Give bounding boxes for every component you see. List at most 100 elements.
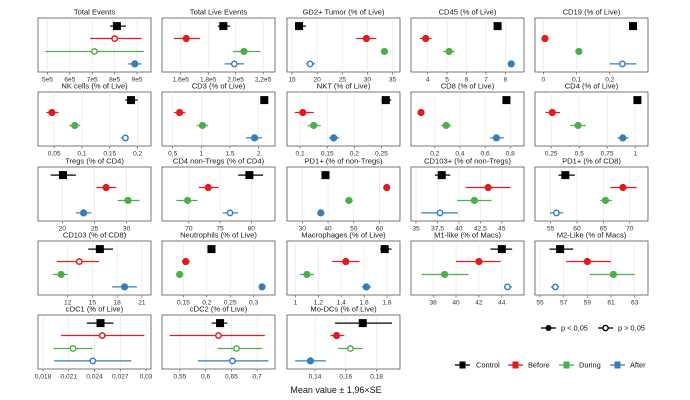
mean-marker (321, 171, 330, 180)
x-tick-label: 0,5 (168, 151, 177, 158)
mean-marker (358, 319, 367, 328)
x-tick-label: 25 (91, 226, 99, 233)
x-tick-label: 20 (313, 77, 321, 84)
mean-marker (75, 258, 83, 265)
x-tick-label: 1,6e5 (172, 77, 189, 84)
panel-title: cDC2 (% of Live) (190, 305, 248, 314)
x-tick-label: 0,3 (249, 300, 258, 307)
series-during (176, 270, 184, 279)
mean-marker (245, 171, 254, 180)
x-tick-label: 42,5 (474, 226, 487, 233)
x-tick-label: 1,6 (360, 300, 369, 307)
x-tick-label: 2 (257, 151, 261, 158)
panel-neutrophils-of-live: Neutrophils (% of Live) 0,15 0,2 0,25 0,3 (161, 231, 276, 307)
panel-cd103-of-non-tregs: CD103+ (% of non-Tregs) 35 37,5 40 42,5 45 (410, 157, 525, 233)
panel-frame (534, 91, 649, 147)
x-tick-label: 0,16 (339, 374, 352, 381)
mean-marker (492, 134, 500, 142)
mean-marker (380, 245, 389, 254)
series-after (609, 60, 637, 68)
mean-marker (583, 257, 591, 266)
series-during (217, 345, 263, 352)
series-before (96, 183, 117, 192)
x-tick-label: 6e5 (64, 77, 75, 84)
series-control (629, 22, 638, 31)
series-after (295, 357, 326, 365)
x-tick-label: 18 (113, 300, 121, 307)
mean-marker (346, 345, 354, 352)
panel-cd4-of-live: CD4 (% of Live) 0,25 0,5 0,75 1 (534, 82, 649, 158)
x-tick-label: 0,4 (455, 151, 464, 158)
legend-before-marker (512, 361, 519, 369)
x-tick-label: 1 (633, 151, 637, 158)
series-after (617, 134, 629, 142)
panel-title: NK cells (% of Live) (61, 82, 128, 91)
mean-marker (342, 257, 350, 266)
series-after (222, 209, 239, 217)
series-before (541, 34, 549, 43)
mean-marker (575, 47, 583, 56)
panel-title: M2-Like (% of Macs) (557, 231, 627, 240)
panel-cd4-non-tregs-of-cd4: CD4 non-Tregs (% of CD4) 70 75 80 (161, 157, 276, 233)
series-before (417, 108, 425, 117)
series-control (110, 22, 126, 31)
mean-marker (111, 35, 119, 42)
series-control (549, 245, 574, 254)
panel-frame (286, 314, 401, 370)
panel-title: CD19 (% of Live) (563, 8, 621, 17)
x-tick-label: 50 (350, 226, 358, 233)
mean-marker (422, 34, 430, 43)
x-tick-label: 0,5 (575, 151, 584, 158)
x-tick-label: 0,15 (321, 151, 334, 158)
mean-marker (493, 22, 502, 31)
series-before (465, 183, 511, 192)
mean-marker (175, 108, 184, 117)
x-tick-label: 42 (475, 300, 483, 307)
mean-marker (362, 283, 370, 291)
x-tick-label: 0,027 (112, 374, 129, 381)
x-tick-label: 80 (248, 226, 256, 233)
mean-marker (95, 245, 104, 254)
panel-total-live-events: Total Live Events 1,6e5 1,8e5 2,0e5 2,2e5 (161, 8, 276, 84)
x-tick-label: 0,2 (133, 151, 142, 158)
series-after (120, 134, 129, 142)
panel-title: CD4 (% of Live) (565, 82, 619, 91)
mean-marker (306, 60, 314, 68)
x-tick-label: 1,2 (314, 300, 323, 307)
mean-marker (250, 134, 259, 142)
x-tick-label: 8 (504, 77, 508, 84)
x-tick-label: 20 (59, 226, 67, 233)
series-during (53, 345, 93, 352)
x-tick-label: 0,1 (572, 77, 581, 84)
x-tick-label: 0,2 (430, 151, 439, 158)
series-before (173, 108, 186, 117)
panel-title: Neutrophils (% of Live) (180, 231, 257, 240)
x-tick-label: 61 (607, 300, 615, 307)
series-after (550, 283, 559, 291)
series-before (545, 108, 561, 117)
panel-title: Macrophages (% of Live) (301, 231, 386, 240)
panel-frame (286, 17, 401, 73)
legend-during-label: During (579, 361, 601, 370)
series-before (61, 332, 145, 339)
x-tick-label: 38 (429, 300, 437, 307)
x-tick-label: 25 (339, 77, 347, 84)
mean-marker (475, 257, 483, 266)
x-tick-label: 75 (216, 226, 224, 233)
mean-marker (260, 96, 269, 105)
x-tick-label: 21 (138, 300, 146, 307)
mean-marker (233, 345, 240, 352)
mean-marker (345, 196, 353, 205)
mean-marker (48, 108, 56, 117)
mean-marker (204, 183, 212, 192)
series-before (90, 35, 142, 42)
series-before (330, 331, 345, 340)
series-before (46, 108, 59, 117)
mean-marker (79, 209, 88, 217)
x-tick-label: 65 (600, 226, 608, 233)
series-control (380, 245, 392, 254)
mean-marker (240, 47, 248, 56)
series-after (75, 209, 92, 217)
x-tick-label: 0,25 (224, 300, 237, 307)
